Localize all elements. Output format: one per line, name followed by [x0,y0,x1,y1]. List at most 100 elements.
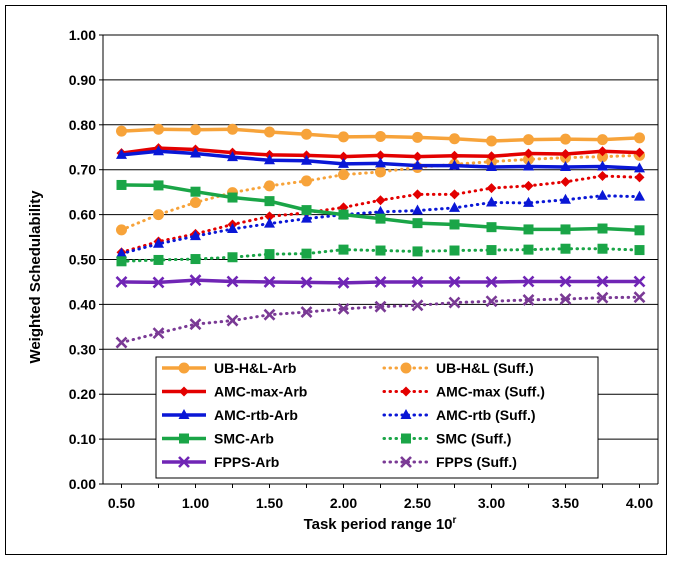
data-point [412,189,423,200]
data-point [523,224,534,235]
data-point [559,275,572,288]
data-point [523,153,534,165]
legend-marker [179,433,189,444]
y-tick-label: 0.50 [69,252,96,268]
series-line [120,153,641,232]
y-tick-label: 0.90 [69,72,96,88]
data-point [338,157,349,168]
y-tick-label: 0.60 [69,207,96,223]
data-point [375,213,386,224]
x-tick-label: 2.00 [330,495,357,511]
data-point [190,124,201,136]
data-point [152,327,165,340]
data-point [634,225,645,236]
data-point [449,245,460,256]
data-point [597,223,608,234]
data-point [226,275,239,288]
legend-marker [178,362,190,374]
data-point [560,176,571,187]
y-tick-label: 0.10 [69,431,96,447]
data-point [375,205,386,216]
data-point [374,276,387,288]
series-smc-suff [116,243,645,267]
data-point [560,193,571,204]
data-point [153,237,164,248]
legend-label: AMC-rtb (Suff.) [436,407,536,423]
data-point [634,147,645,158]
data-point [375,150,386,161]
data-point [597,160,608,171]
data-point [115,336,128,349]
data-point [634,162,645,173]
data-point [337,276,350,289]
data-point [448,276,461,288]
legend-item: SMC (Suff.) [382,431,511,447]
data-point [523,148,534,159]
data-point [523,244,534,255]
data-point [523,196,534,207]
legend-item: FPPS (Suff.) [382,454,517,470]
data-point [338,151,349,162]
data-point [486,222,497,233]
data-point [227,222,238,233]
data-point [226,314,239,327]
legend-label: FPPS-Arb [214,454,279,470]
data-point [375,245,386,256]
data-point [115,276,128,288]
legend-item: FPPS-Arb [162,454,279,470]
y-tick-label: 0.80 [69,117,96,133]
data-point [338,131,349,143]
legend-item: UB-H&L-Arb [162,360,296,376]
y-tick-label: 0.70 [69,162,96,178]
data-point [227,123,238,135]
series-smc-arb [116,179,645,236]
legend-marker [400,362,412,374]
data-point [300,276,313,289]
data-point [560,224,571,235]
data-point [264,180,275,192]
series-amc-rtb-arb [116,145,645,173]
data-point [153,180,164,191]
data-point [116,256,127,267]
data-point [375,130,386,142]
data-point [523,134,534,146]
legend-label: AMC-max (Suff.) [436,384,545,400]
data-point [116,125,127,137]
x-tick-label: 1.00 [182,495,209,511]
data-point [486,135,497,147]
legend-marker [400,456,412,468]
x-tick-label: 0.50 [108,495,135,511]
chart-frame [5,5,667,555]
data-point [412,151,423,162]
data-point [559,293,572,305]
data-point [449,150,460,161]
data-point [190,147,201,158]
data-point [264,126,275,138]
data-point [560,133,571,145]
legend-marker [401,386,411,397]
data-point [485,295,498,308]
data-point [153,254,164,265]
legend-marker [401,433,411,444]
data-point [264,154,275,165]
series-ub-h-l-arb [116,123,645,147]
x-axis-title-main: Task period range 10 [304,516,453,533]
legend-label: AMC-rtb-Arb [214,407,298,423]
data-point [522,275,535,288]
data-point [190,254,201,265]
data-point [116,247,127,258]
x-tick-label: 2.50 [404,495,431,511]
data-point [227,151,238,162]
data-point [485,276,498,288]
series-fpps-arb [115,274,646,289]
data-point [486,245,497,256]
data-point [412,159,423,170]
data-point [374,300,387,313]
data-point [449,189,460,200]
data-point [152,276,165,289]
data-point [522,293,535,306]
y-axis-title: Weighted Schedulability [27,190,44,364]
legend-label: UB-H&L (Suff.) [436,360,534,376]
data-point [412,204,423,215]
